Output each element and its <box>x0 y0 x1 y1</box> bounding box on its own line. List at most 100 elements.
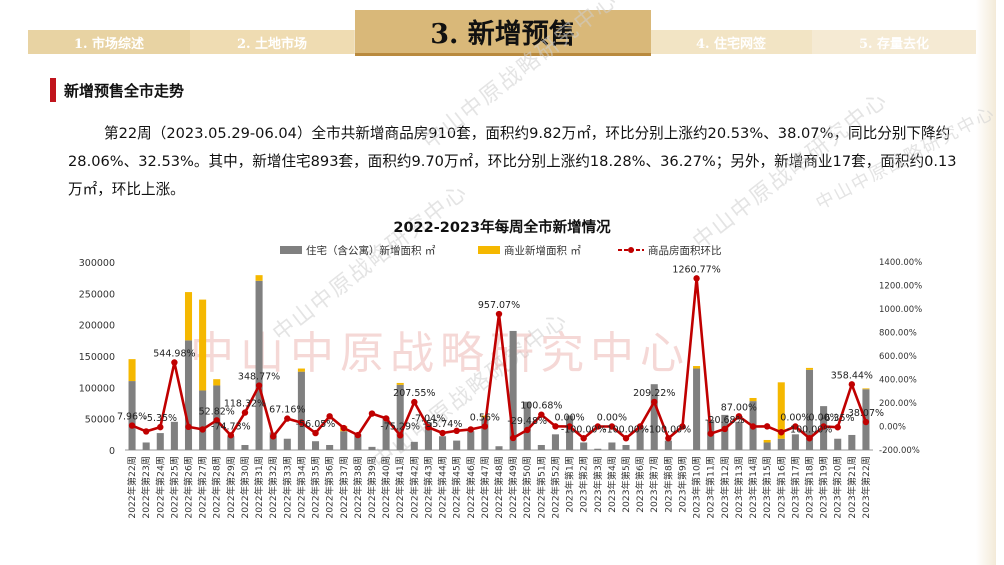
x-tick-label: 2022年第36周 <box>324 456 336 519</box>
bar-residential <box>551 434 559 450</box>
point-ratio <box>269 433 277 440</box>
y-right-tick-label: -200.00% <box>879 446 920 456</box>
x-tick-label: 2022年第47周 <box>479 456 491 519</box>
x-tick-label: 2022年第51周 <box>535 456 547 519</box>
bar-commercial <box>255 275 263 281</box>
point-ratio <box>622 435 630 442</box>
bar-residential <box>805 369 814 450</box>
bar-residential <box>650 384 658 450</box>
point-ratio <box>439 429 446 437</box>
bar-commercial <box>763 439 771 443</box>
x-tick-label: 2023年第4周 <box>606 456 618 513</box>
bar-residential <box>693 368 701 450</box>
x-tick-label: 2022年第41周 <box>394 456 406 519</box>
x-tick-label: 2022年第50周 <box>521 456 533 519</box>
x-tick-label: 2022年第30周 <box>239 456 251 519</box>
legend-label: 商品房面积环比 <box>648 244 722 257</box>
data-label-ratio: 38.07% <box>848 408 884 419</box>
summary-paragraph: 第22周（2023.05.29-06.04）全市共新增商品房910套，面积约9.… <box>68 125 957 198</box>
point-ratio <box>735 413 743 420</box>
x-tick-label: 2022年第26周 <box>183 456 195 519</box>
bar-residential <box>453 440 461 450</box>
y-left-tick-label: 150000 <box>79 352 115 363</box>
point-ratio <box>538 411 545 418</box>
bar-residential <box>326 444 334 450</box>
y-right-tick-label: 1400.00% <box>879 258 922 268</box>
point-ratio <box>580 435 587 442</box>
watermark-text: 中山中原战略研究中心 <box>418 0 623 155</box>
point-ratio <box>763 423 771 430</box>
x-tick-label: 2023年第13周 <box>733 456 745 519</box>
point-ratio <box>185 423 192 431</box>
data-label-ratio: 957.07% <box>478 300 520 311</box>
y-right-tick-label: 800.00% <box>879 329 917 339</box>
data-label-ratio: -100.00% <box>787 424 833 435</box>
watermark-text: 中山中原战略研究中心 <box>268 179 473 346</box>
legend-label: 住宅（含公寓）新增面积 ㎡ <box>306 244 436 257</box>
bar-residential <box>735 421 743 450</box>
data-label-ratio: -100.00% <box>603 424 649 435</box>
bar-commercial <box>199 299 207 391</box>
data-label-ratio: -55.74% <box>423 419 463 430</box>
y-right-tick-label: 0.00% <box>879 423 906 433</box>
bar-residential <box>227 436 235 450</box>
bar-commercial <box>749 397 757 402</box>
point-ratio <box>397 432 404 439</box>
x-tick-label: 2023年第1周 <box>564 456 576 513</box>
tab-stock-absorption[interactable]: 5. 存量去化 <box>812 30 976 54</box>
tab-residential-signing[interactable]: 4. 住宅网签 <box>650 30 812 54</box>
chart-title: 2022-2023年每周全市新增情况 <box>393 218 611 236</box>
data-label-ratio: -6.35% <box>821 413 855 424</box>
y-right-tick-label: 200.00% <box>879 399 917 409</box>
data-label-ratio: 0.00% <box>597 413 627 424</box>
bar-residential <box>269 432 277 450</box>
data-label-ratio: 0.00% <box>554 413 584 424</box>
tab-new-presale-active[interactable]: 3. 新增预售 <box>355 10 651 56</box>
point-ratio <box>636 423 644 430</box>
data-label-ratio: 0.00% <box>780 413 810 424</box>
data-label-ratio: 87.00% <box>721 402 757 413</box>
bar-residential <box>721 414 729 450</box>
point-ratio <box>651 398 658 406</box>
data-label-ratio: 0.56% <box>470 412 500 423</box>
bar-residential <box>312 441 320 450</box>
point-ratio <box>721 425 729 433</box>
bar-residential <box>495 446 503 450</box>
x-tick-label: 2022年第27周 <box>197 456 209 519</box>
x-tick-label: 2022年第35周 <box>310 456 322 519</box>
data-label-ratio: -75.29% <box>380 421 420 432</box>
tab-market-overview[interactable]: 1. 市场综述 <box>28 30 190 54</box>
x-tick-label: 2023年第3周 <box>592 456 604 513</box>
bar-residential <box>622 444 630 450</box>
y-left-tick-label: 300000 <box>79 258 115 269</box>
bar-residential <box>142 442 150 450</box>
data-label-ratio: -5.35% <box>143 413 177 424</box>
y-right-tick-label: 400.00% <box>879 376 917 386</box>
bar-residential <box>791 434 799 450</box>
x-tick-label: 2022年第49周 <box>507 456 519 519</box>
bar-residential <box>834 438 842 450</box>
bar-residential <box>368 446 376 450</box>
bar-residential <box>481 417 489 450</box>
bar-residential <box>636 428 644 450</box>
x-tick-label: 2022年第48周 <box>493 456 505 519</box>
x-tick-label: 2023年第2周 <box>578 456 590 513</box>
x-tick-label: 2023年第8周 <box>662 456 674 513</box>
x-tick-label: 2023年第17周 <box>789 456 801 519</box>
bar-commercial <box>184 292 193 341</box>
point-ratio <box>594 423 601 430</box>
bar-residential <box>424 422 432 450</box>
x-tick-label: 2022年第37周 <box>338 456 350 519</box>
point-ratio <box>284 415 291 422</box>
x-tick-label: 2023年第16周 <box>775 456 787 519</box>
point-ratio <box>354 431 362 439</box>
point-ratio <box>142 428 150 435</box>
data-label-ratio: 1260.77% <box>672 264 720 275</box>
tab-land-market[interactable]: 2. 土地市场 <box>190 30 354 54</box>
point-ratio <box>425 424 432 431</box>
x-tick-label: 2023年第9周 <box>676 456 688 513</box>
x-tick-label: 2023年第12周 <box>719 456 731 519</box>
bar-commercial <box>396 382 404 385</box>
x-tick-label: 2022年第44周 <box>437 456 449 519</box>
data-label-ratio: 100.68% <box>520 401 562 412</box>
